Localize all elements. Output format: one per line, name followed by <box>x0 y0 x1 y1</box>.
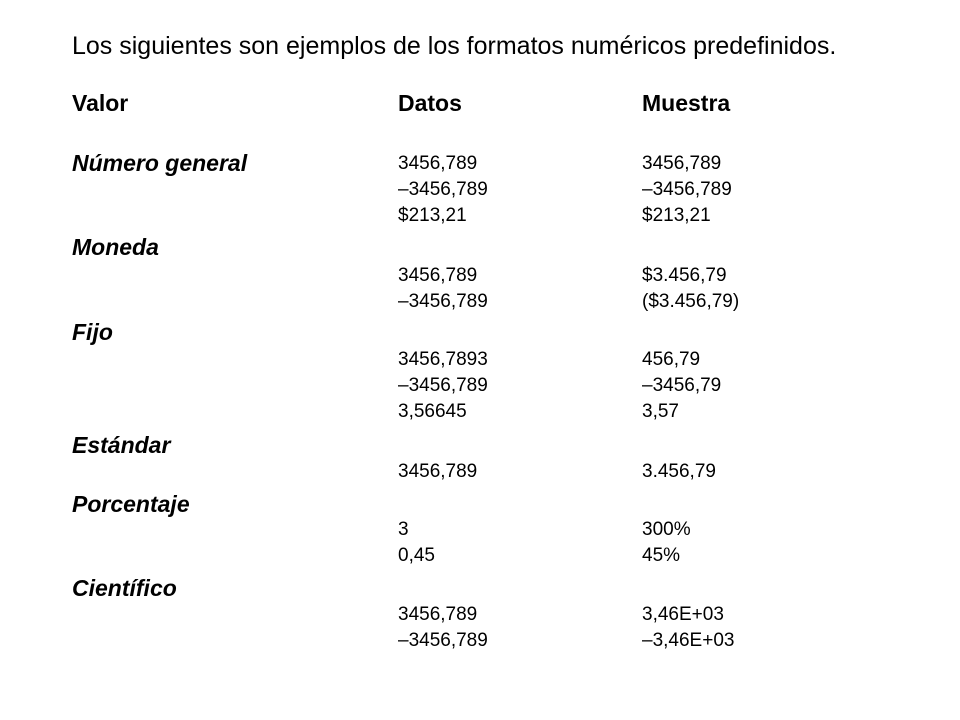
category-label: Fijo <box>72 319 113 345</box>
datos-cell: 3456,789 <box>398 265 478 286</box>
datos-cell: 0,45 <box>398 545 435 566</box>
muestra-cell: –3456,79 <box>642 375 722 396</box>
category-label: Estándar <box>72 432 171 458</box>
muestra-cell: –3456,789 <box>642 179 732 200</box>
muestra-cell: –3,46E+03 <box>642 630 735 651</box>
muestra-cell: 45% <box>642 545 681 566</box>
muestra-cell: ($3.456,79) <box>642 291 740 312</box>
category-label: Científico <box>72 575 177 601</box>
header-datos: Datos <box>398 90 462 116</box>
datos-cell: 3456,7893 <box>398 349 488 370</box>
muestra-cell: $3.456,79 <box>642 265 727 286</box>
muestra-cell: 3.456,79 <box>642 461 716 482</box>
datos-cell: –3456,789 <box>398 630 488 651</box>
muestra-cell: 300% <box>642 519 691 540</box>
muestra-cell: 456,79 <box>642 349 701 370</box>
datos-cell: –3456,789 <box>398 291 488 312</box>
datos-cell: –3456,789 <box>398 375 488 396</box>
category-label: Moneda <box>72 234 159 260</box>
muestra-cell: 3,57 <box>642 401 679 422</box>
category-label: Porcentaje <box>72 491 190 517</box>
muestra-cell: $213,21 <box>642 205 711 226</box>
datos-cell: 3,56645 <box>398 401 467 422</box>
intro-text: Los siguientes son ejemplos de los forma… <box>72 32 837 60</box>
muestra-cell: 3,46E+03 <box>642 604 724 625</box>
datos-cell: –3456,789 <box>398 179 488 200</box>
muestra-cell: 3456,789 <box>642 153 722 174</box>
datos-cell: $213,21 <box>398 205 467 226</box>
header-muestra: Muestra <box>642 90 731 116</box>
datos-cell: 3456,789 <box>398 153 478 174</box>
datos-cell: 3 <box>398 519 409 540</box>
header-valor: Valor <box>72 90 129 116</box>
datos-cell: 3456,789 <box>398 461 478 482</box>
category-label: Número general <box>72 150 248 176</box>
datos-cell: 3456,789 <box>398 604 478 625</box>
